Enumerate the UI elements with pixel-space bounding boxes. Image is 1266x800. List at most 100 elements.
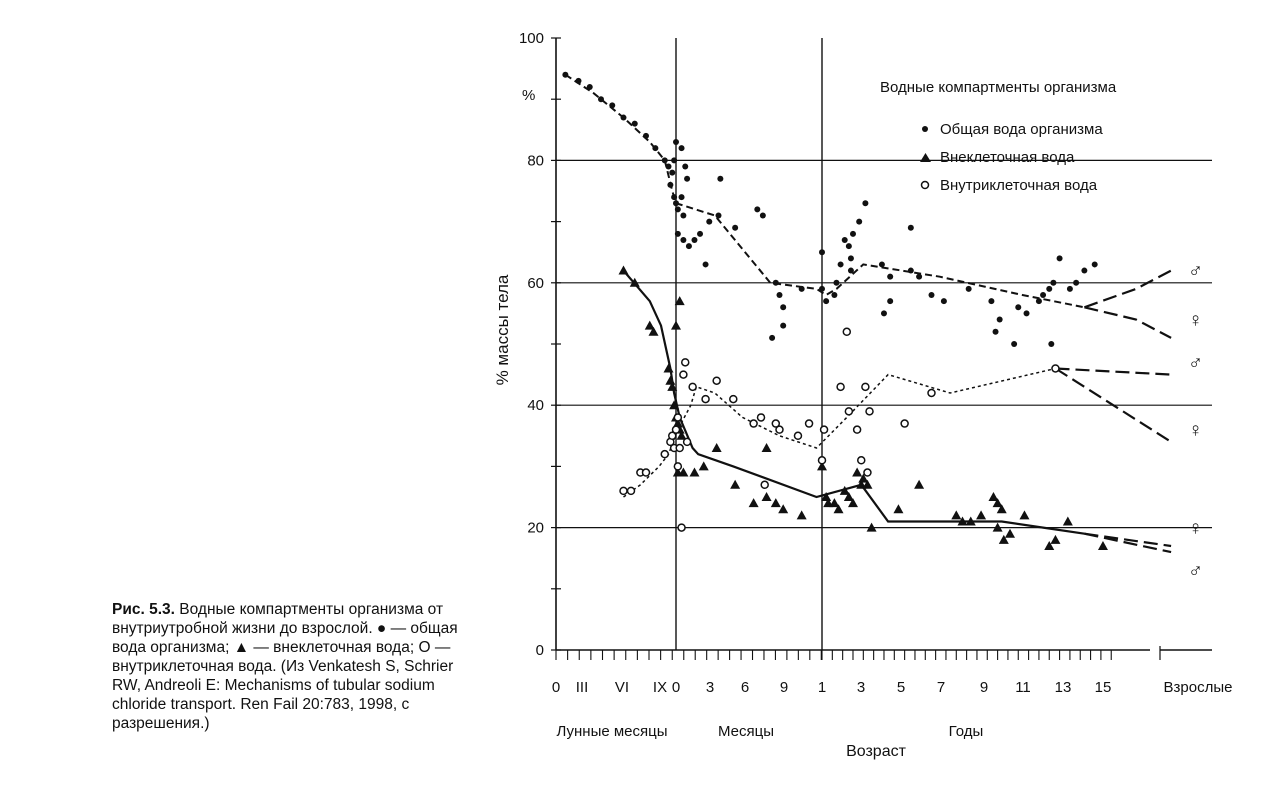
data-point-total-water	[706, 218, 713, 225]
data-point-extracellular-water	[748, 498, 759, 508]
x-segment-label-years: Годы	[949, 723, 984, 740]
data-point-total-water	[907, 267, 914, 274]
data-point-total-water	[928, 292, 935, 299]
data-point-extracellular-water	[796, 510, 807, 520]
data-point-extracellular-water	[992, 522, 1003, 532]
data-point-total-water	[1050, 279, 1057, 286]
data-point-total-water	[798, 285, 805, 292]
data-point-intracellular-water	[863, 468, 872, 477]
y-axis-label: % массы тела	[493, 274, 512, 385]
data-point-intracellular-water	[1051, 364, 1060, 373]
legend-entry-total-water: Общая вода организма	[940, 121, 1103, 138]
data-point-total-water	[674, 230, 681, 237]
data-point-total-water	[780, 322, 787, 329]
data-point-total-water	[678, 145, 685, 152]
data-point-extracellular-water	[672, 418, 683, 428]
female-symbol: ♀	[1188, 518, 1203, 540]
data-point-total-water	[887, 273, 894, 280]
data-point-extracellular-water	[663, 363, 674, 373]
trend-line	[1054, 367, 1172, 443]
x-tick-label: 1	[818, 679, 826, 696]
trend-line	[623, 367, 1056, 498]
data-point-total-water	[907, 224, 914, 231]
data-point-extracellular-water	[996, 504, 1007, 514]
data-point-extracellular-water	[858, 473, 869, 483]
data-point-total-water	[878, 261, 885, 268]
trend-line	[1084, 306, 1172, 339]
data-point-extracellular-water	[665, 375, 676, 385]
data-point-total-water	[671, 157, 678, 164]
x-tick-label: Взрослые	[1164, 679, 1233, 696]
data-point-total-water	[678, 194, 685, 201]
data-point-extracellular-water	[674, 296, 685, 306]
data-point-extracellular-water	[817, 461, 827, 471]
x-tick-label: 13	[1055, 679, 1072, 696]
data-point-total-water	[776, 292, 783, 299]
data-point-extracellular-water	[829, 498, 840, 508]
data-point-total-water	[992, 328, 999, 335]
sex-symbols: ♂ ♀ ♂ ♀ ♀ ♂	[1188, 261, 1203, 583]
data-point-extracellular-water	[914, 479, 925, 489]
data-point-total-water	[680, 236, 687, 243]
data-point-extracellular-water	[843, 492, 854, 501]
data-point-total-water	[1056, 255, 1063, 262]
data-point-total-water	[819, 249, 825, 256]
data-point-total-water	[717, 175, 724, 182]
data-point-extracellular-water	[988, 492, 999, 501]
data-point-total-water	[682, 163, 689, 170]
data-point-extracellular-water	[730, 479, 741, 489]
data-point-total-water	[780, 304, 787, 311]
data-point-intracellular-water	[760, 480, 769, 490]
data-point-total-water	[671, 194, 678, 201]
data-point-total-water	[586, 83, 593, 90]
legend: Водные компартменты организма Общая вода…	[880, 79, 1117, 194]
data-point-total-water	[1023, 310, 1030, 317]
data-point-intracellular-water	[641, 468, 651, 477]
data-point-intracellular-water	[775, 425, 784, 434]
data-point-total-water	[643, 132, 649, 139]
data-point-extracellular-water	[976, 510, 987, 520]
data-point-total-water	[669, 169, 676, 176]
data-point-intracellular-water	[660, 449, 669, 459]
data-point-intracellular-water	[865, 407, 874, 416]
x-tick-label: 6	[741, 679, 749, 696]
data-point-intracellular-water	[861, 382, 870, 392]
data-point-intracellular-water	[852, 425, 862, 434]
data-point-extracellular-water	[1050, 534, 1061, 544]
x-axis-label: Возраст	[846, 743, 907, 760]
figure-caption-label: Рис. 5.3.	[112, 601, 175, 618]
data-point-total-water	[702, 261, 709, 268]
data-point-extracellular-water	[957, 516, 968, 526]
male-symbol: ♂	[1188, 352, 1203, 374]
data-point-intracellular-water	[819, 425, 829, 434]
data-point-extracellular-water	[1044, 540, 1055, 550]
data-point-intracellular-water	[688, 382, 697, 392]
data-point-intracellular-water	[836, 382, 845, 392]
data-point-total-water	[965, 285, 972, 292]
x-tick-label: 3	[857, 679, 865, 696]
x-tick-label: 0	[552, 679, 560, 696]
figure-caption-text: Водные компартменты организма от внутриу…	[112, 601, 458, 732]
y-tick-label: 0	[536, 642, 544, 659]
data-point-intracellular-water	[626, 486, 636, 496]
data-point-extracellular-water	[821, 492, 832, 501]
data-point-extracellular-water	[852, 467, 863, 477]
x-tick-label: III	[576, 679, 589, 696]
data-point-total-water	[845, 243, 852, 250]
y-unit-label: %	[522, 87, 535, 104]
data-points	[562, 71, 1108, 550]
data-point-total-water	[697, 230, 704, 237]
data-point-total-water	[1046, 285, 1053, 292]
trend-lines	[564, 73, 1172, 554]
x-tick-label: 7	[937, 679, 945, 696]
data-point-intracellular-water	[804, 419, 814, 428]
data-point-total-water	[988, 298, 995, 305]
data-point-total-water	[1035, 298, 1042, 305]
data-point-extracellular-water	[644, 320, 655, 330]
data-point-total-water	[598, 96, 604, 103]
grid-lines	[556, 38, 1212, 650]
y-tick-label: 100	[519, 30, 544, 47]
data-point-intracellular-water	[679, 370, 688, 379]
data-point-extracellular-water	[847, 498, 858, 508]
